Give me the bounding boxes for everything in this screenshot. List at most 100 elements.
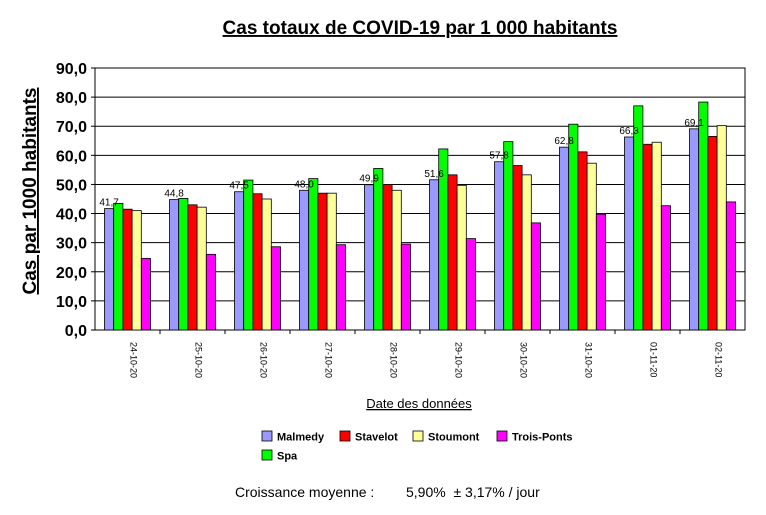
bar-stoumont	[196, 206, 207, 331]
bar-malmedy	[364, 184, 375, 331]
x-tick-label: 28-10-20	[389, 342, 399, 378]
bar-spa	[373, 168, 384, 331]
bar-malmedy	[559, 146, 570, 331]
bar-stoumont	[521, 174, 532, 331]
data-label: 44,8	[164, 189, 184, 200]
bar-stavelot	[577, 151, 588, 331]
bar-spa	[568, 123, 579, 331]
y-tick-label: 0,0	[65, 323, 87, 340]
data-label: 48,0	[294, 179, 314, 190]
legend-label-stoumont: Stoumont	[428, 432, 480, 444]
legend-swatch-stoumont	[412, 430, 424, 442]
bar-trois-ponts	[270, 246, 281, 331]
legend-swatch-stavelot	[339, 430, 351, 442]
bar-trois-ponts	[725, 201, 736, 331]
data-label: 57,8	[489, 151, 509, 162]
data-labels: 41,7 44,8 47,5 48,0 49,9 51,6 57,8 62,8 66,3 69,1	[99, 118, 704, 209]
bar-trois-ponts	[335, 244, 346, 331]
legend: Malmedy Stavelot Stoumont Trois-Ponts Spa	[261, 430, 573, 463]
bar-stavelot	[252, 193, 263, 331]
x-tick-label: 25-10-20	[194, 342, 204, 378]
bar-spa	[633, 105, 644, 331]
data-label: 66,3	[619, 126, 639, 137]
x-tick-label: 02-11-20	[714, 342, 724, 377]
bar-trois-ponts	[530, 222, 541, 331]
bar-spa	[698, 101, 709, 331]
legend-label-spa: Spa	[277, 451, 298, 463]
bar-stoumont	[716, 125, 727, 331]
bar-stoumont	[326, 192, 337, 331]
bar-stoumont	[456, 184, 467, 331]
x-tick-label: 31-10-20	[584, 342, 594, 378]
x-axis-ticks: 24-10-20 25-10-20 26-10-20 27-10-20 28-10-20…	[129, 330, 724, 378]
bar-spa	[178, 198, 189, 331]
bar-malmedy	[689, 128, 700, 331]
y-tick-label: 20,0	[56, 265, 87, 282]
bar-trois-ponts	[400, 243, 411, 331]
bar-stavelot	[447, 174, 458, 331]
data-label: 62,8	[554, 136, 574, 147]
y-tick-label: 30,0	[56, 236, 87, 253]
bar-stavelot	[122, 208, 133, 331]
bar-stavelot	[707, 136, 718, 331]
x-tick-label: 24-10-20	[129, 342, 139, 378]
bars	[104, 101, 736, 331]
bar-trois-ponts	[595, 213, 606, 331]
bar-spa	[113, 202, 124, 331]
bar-malmedy	[429, 179, 440, 331]
x-tick-label: 26-10-20	[259, 342, 269, 378]
footer-value: 5,90% ± 3,17% / jour	[406, 484, 540, 500]
bar-spa	[308, 178, 319, 331]
data-label: 69,1	[684, 118, 704, 129]
bar-malmedy	[169, 199, 180, 331]
x-tick-label: 01-11-20	[649, 342, 659, 377]
bar-malmedy	[299, 189, 310, 331]
footer-label: Croissance moyenne :	[235, 484, 374, 500]
y-tick-label: 10,0	[56, 294, 87, 311]
legend-swatch-trois-ponts	[496, 430, 508, 442]
data-label: 49,9	[359, 174, 379, 185]
bar-stavelot	[382, 184, 393, 331]
y-tick-label: 80,0	[56, 90, 87, 107]
x-tick-label: 29-10-20	[454, 342, 464, 378]
bar-spa	[503, 141, 514, 331]
bar-malmedy	[234, 191, 245, 331]
legend-label-trois-ponts: Trois-Ponts	[512, 432, 573, 444]
bar-stavelot	[512, 165, 523, 331]
bar-stoumont	[651, 141, 662, 331]
bar-trois-ponts	[140, 257, 151, 331]
bar-trois-ponts	[465, 238, 476, 331]
bar-trois-ponts	[205, 253, 216, 331]
legend-swatch-malmedy	[261, 430, 273, 442]
x-tick-label: 27-10-20	[324, 342, 334, 378]
bar-malmedy	[624, 136, 635, 331]
bar-spa	[243, 179, 254, 331]
bar-stavelot	[317, 192, 328, 331]
x-tick-label: 30-10-20	[519, 342, 529, 378]
data-label: 41,7	[99, 198, 119, 209]
bar-stoumont	[131, 210, 142, 331]
bar-stoumont	[261, 198, 272, 331]
y-tick-label: 60,0	[56, 148, 87, 165]
data-label: 51,6	[424, 169, 444, 180]
y-tick-label: 90,0	[56, 61, 87, 78]
bar-stoumont	[391, 189, 402, 331]
chart-title: Cas totaux de COVID-19 par 1 000 habitan…	[223, 18, 618, 39]
legend-swatch-spa	[261, 449, 273, 461]
y-tick-label: 40,0	[56, 207, 87, 224]
bar-malmedy	[104, 208, 115, 331]
x-axis-label: Date des données	[366, 396, 472, 411]
bar-malmedy	[494, 161, 505, 331]
data-label: 47,5	[229, 181, 249, 192]
bar-stavelot	[642, 143, 653, 331]
legend-label-malmedy: Malmedy	[277, 432, 325, 444]
legend-label-stavelot: Stavelot	[355, 432, 398, 444]
bar-trois-ponts	[660, 205, 671, 331]
y-axis-ticks: 0,0 10,0 20,0 30,0 40,0 50,0 60,0 70,0 80,0 90,0	[56, 61, 95, 340]
bar-stoumont	[586, 162, 597, 331]
bar-stavelot	[187, 204, 198, 331]
y-tick-label: 70,0	[56, 119, 87, 136]
y-axis-label: Cas par 1000 habitants	[20, 88, 41, 295]
y-tick-label: 50,0	[56, 177, 87, 194]
